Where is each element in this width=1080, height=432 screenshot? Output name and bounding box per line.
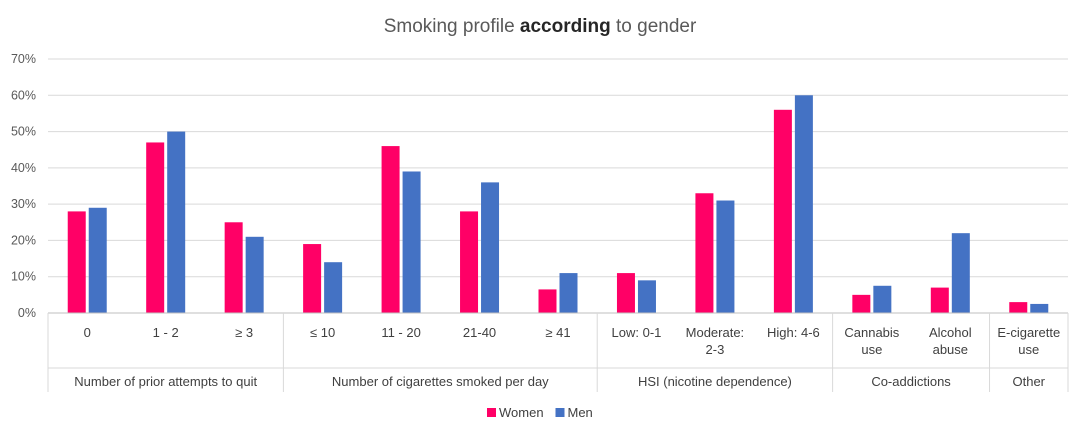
chart-title-part-2: according <box>520 16 611 37</box>
chart-title-part-3: to gender <box>611 16 697 37</box>
bar-men <box>402 171 421 313</box>
y-axis: 0% 10% 20% 30% 40% 50% 60% 70% <box>11 52 36 320</box>
bar-men <box>716 200 735 313</box>
x-tick-label: 11 - 20 <box>381 325 421 340</box>
legend-label-women: Women <box>499 405 544 420</box>
bar-women <box>852 294 871 313</box>
bar-men <box>637 280 656 313</box>
bar-women <box>303 244 322 313</box>
bar-women <box>224 222 243 313</box>
y-tick-label: 60% <box>11 88 36 102</box>
chart-title-part-1: Smoking profile <box>384 16 520 37</box>
x-tick-label: ≥ 3 <box>235 325 253 340</box>
x-tick-label: Cannabis use <box>844 325 899 357</box>
bar-men <box>1030 303 1049 313</box>
bar-women <box>773 109 792 313</box>
group-label: Number of prior attempts to quit <box>74 374 257 389</box>
y-tick-label: 50% <box>11 125 36 139</box>
x-tick-label: Moderate: 2-3 <box>686 325 745 357</box>
bar-women <box>930 287 949 313</box>
legend-label-men: Men <box>568 405 593 420</box>
x-tick-label: 21-40 <box>463 325 496 340</box>
bar-men <box>88 207 107 313</box>
x-tick-label: ≤ 10 <box>310 325 335 340</box>
bar-men <box>324 262 343 313</box>
x-tick-label: ≥ 41 <box>545 325 570 340</box>
x-tick-label: Low: 0-1 <box>612 325 662 340</box>
bar-women <box>460 211 479 313</box>
bar-women <box>67 211 86 313</box>
x-tick-label: 0 <box>84 325 91 340</box>
bar-men <box>794 95 813 314</box>
bar-women <box>1009 302 1028 313</box>
y-tick-label: 40% <box>11 161 36 175</box>
y-tick-label: 10% <box>11 270 36 284</box>
x-tick-label: Alcohol abuse <box>929 325 972 357</box>
y-tick-label: 0% <box>18 306 36 320</box>
bar-men <box>873 285 892 313</box>
bar-women <box>538 289 557 313</box>
bar-women <box>695 193 714 313</box>
bar-women <box>616 273 635 313</box>
x-tick-label: E-cigarette use <box>997 325 1060 357</box>
bar-men <box>245 236 264 313</box>
group-label: HSI (nicotine dependence) <box>638 374 792 389</box>
bar-men <box>951 233 970 313</box>
x-axis: 0 1 - 2 ≥ 3 ≤ 10 11 - 20 21-40 ≥ 41 Low: 0-1 Mod… <box>47 312 1069 392</box>
legend: Women Men <box>487 405 593 420</box>
bar-men <box>481 182 500 313</box>
gridlines <box>48 58 1068 278</box>
bar-women <box>146 142 165 313</box>
group-label: Other <box>1013 374 1046 389</box>
bar-women <box>381 146 400 313</box>
legend-swatch-women <box>487 408 496 417</box>
y-tick-label: 70% <box>11 52 36 66</box>
legend-swatch-men <box>555 408 565 417</box>
x-tick-label: 1 - 2 <box>153 325 179 340</box>
y-tick-label: 30% <box>11 197 36 211</box>
group-label: Number of cigarettes smoked per day <box>332 374 549 389</box>
bars <box>67 95 1049 314</box>
group-label: Co-addictions <box>871 374 951 389</box>
chart-title: Smoking profile according to gender <box>384 16 697 37</box>
x-tick-label: High: 4-6 <box>767 325 820 340</box>
bar-men <box>167 131 186 313</box>
y-tick-label: 20% <box>11 233 36 247</box>
bar-men <box>559 273 578 313</box>
